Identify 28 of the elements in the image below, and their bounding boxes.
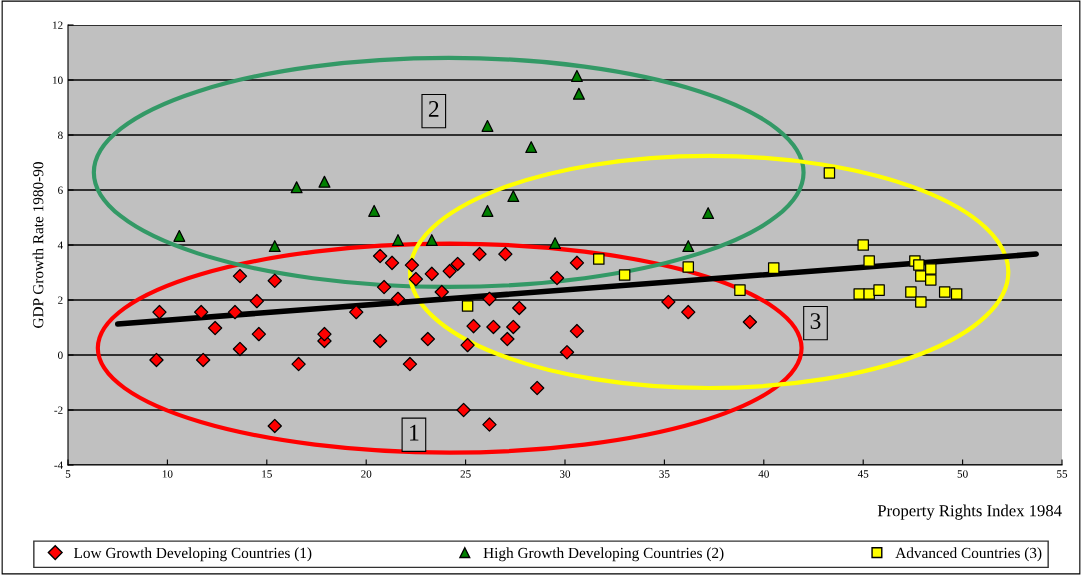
y-tick-label: 8 bbox=[58, 131, 63, 139]
x-tick-label: 5 bbox=[65, 470, 71, 478]
y-tick-label: -4 bbox=[54, 461, 63, 469]
annotation: 2 bbox=[428, 101, 439, 117]
y-tick-label: 4 bbox=[57, 241, 63, 249]
x-tick-label: 55 bbox=[1057, 470, 1068, 478]
y-tick-label: -2 bbox=[54, 406, 63, 414]
x-axis-title: Property Rights Index 1984 bbox=[877, 504, 1062, 520]
annotation: 1 bbox=[410, 424, 419, 441]
x-tick-label: 50 bbox=[957, 470, 968, 478]
x-tick-label: 35 bbox=[659, 470, 670, 478]
y-tick-label: 10 bbox=[53, 76, 63, 84]
y-axis-title: GDP Growth Rate 1980-90 bbox=[32, 162, 44, 328]
x-tick-label: 45 bbox=[857, 470, 869, 478]
x-tick-label: 20 bbox=[361, 470, 372, 478]
annotation: 3 bbox=[810, 313, 821, 330]
y-tick-label: 0 bbox=[58, 351, 63, 359]
x-tick-label: 15 bbox=[262, 470, 272, 478]
x-tick-label: 10 bbox=[162, 470, 173, 478]
y-tick-label: 6 bbox=[58, 186, 63, 194]
x-tick-label: 30 bbox=[559, 470, 571, 478]
y-tick-label: 2 bbox=[58, 296, 63, 304]
legend-label: Low Growth Developing Countries (1) bbox=[74, 547, 312, 562]
legend-label: High Growth Developing Countries (2) bbox=[483, 547, 724, 562]
x-tick-label: 40 bbox=[758, 470, 769, 478]
legend-label: Advanced Countries (3) bbox=[895, 547, 1042, 562]
x-tick-label: 25 bbox=[460, 470, 471, 478]
y-tick-label: 12 bbox=[53, 21, 63, 29]
